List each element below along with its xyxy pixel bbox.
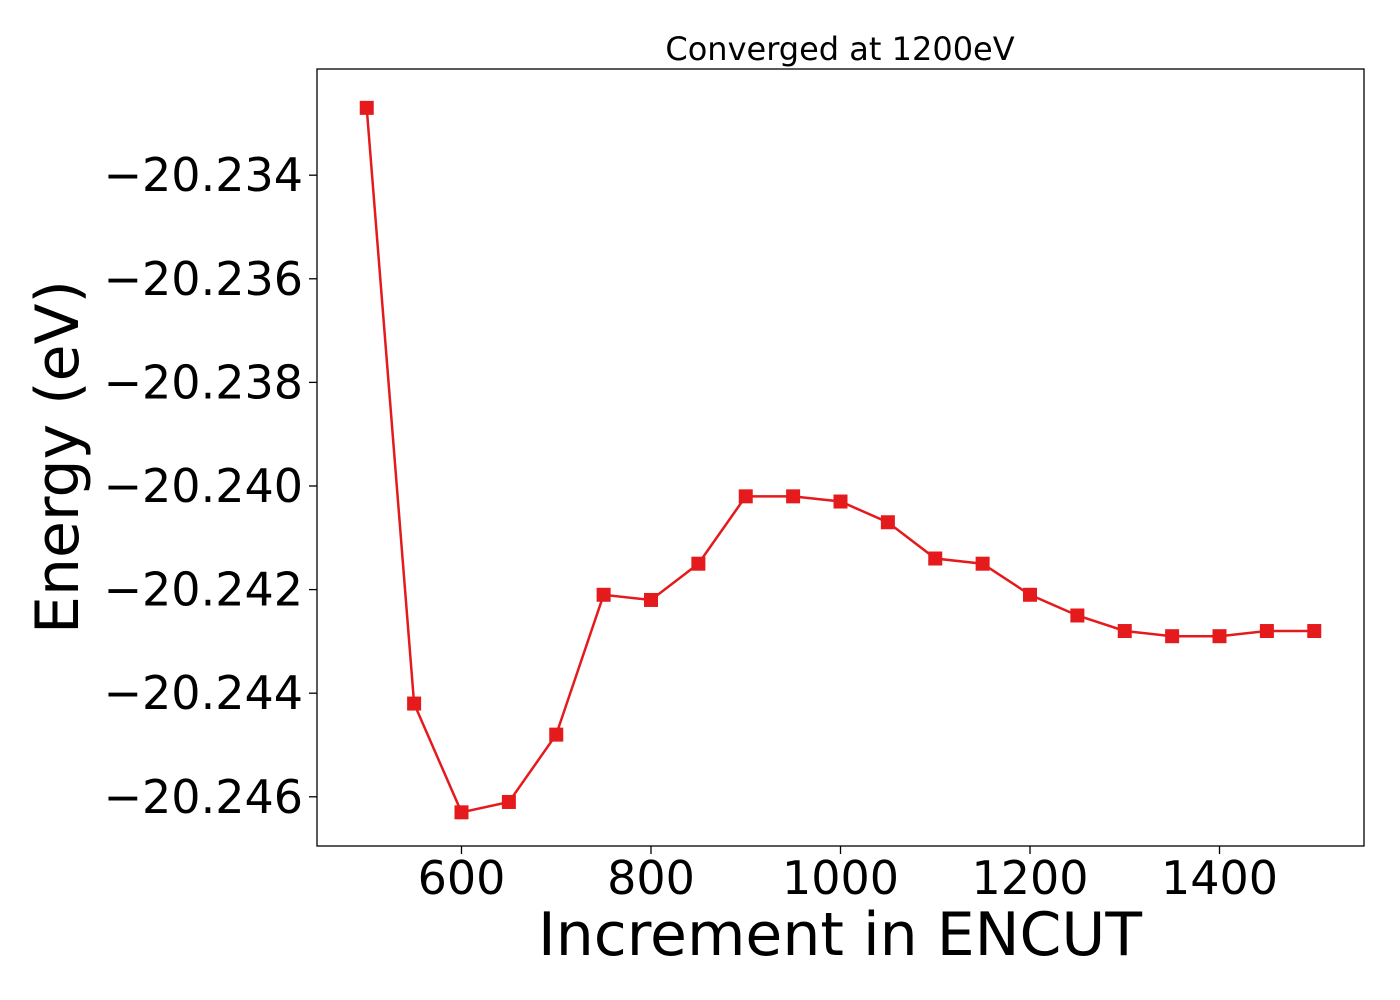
y-tick-label: −20.246 [104,770,304,824]
data-point-marker [975,556,990,571]
series-layer [359,100,1322,820]
x-tick-label: 800 [607,851,695,905]
data-point-marker [833,494,848,509]
data-point-marker [786,489,801,504]
y-tick-label: −20.240 [104,459,304,513]
y-tick-label: −20.244 [104,666,304,720]
x-axis-ticks: 600 800 1000 1200 1400 [418,846,1278,905]
data-point-marker [407,696,422,711]
y-tick-label: −20.242 [104,563,304,617]
chart-title: Converged at 1200eV [665,30,1014,68]
y-tick-label: −20.234 [104,148,304,202]
y-tick-label: −20.238 [104,355,304,409]
data-point-marker [928,551,943,566]
plot-area-frame [316,68,1365,847]
data-point-marker [738,489,753,504]
data-point-marker [549,727,564,742]
data-point-marker [1212,629,1227,644]
data-point-marker [454,805,469,820]
data-point-marker [643,592,658,607]
x-tick-label: 1400 [1161,851,1278,905]
data-point-marker [596,587,611,602]
x-tick-label: 600 [418,851,506,905]
x-tick-label: 1200 [971,851,1088,905]
data-point-marker [501,794,516,809]
x-tick-label: 1000 [782,851,899,905]
data-point-marker [1023,587,1038,602]
data-point-marker [1259,624,1274,639]
data-point-marker [1307,624,1322,639]
data-point-marker [691,556,706,571]
y-axis-ticks: −20.234 −20.236 −20.238 −20.240 −20.242 −20.2… [104,148,317,824]
y-tick-label: −20.236 [104,252,304,306]
x-axis-label: Increment in ENCUT [538,900,1142,970]
series-line [365,107,1315,814]
data-point-marker [1117,624,1132,639]
y-axis-label: Energy (eV) [23,280,93,634]
data-point-marker [880,515,895,530]
data-point-marker [1070,608,1085,623]
data-point-marker [1165,629,1180,644]
data-point-marker [359,100,374,115]
